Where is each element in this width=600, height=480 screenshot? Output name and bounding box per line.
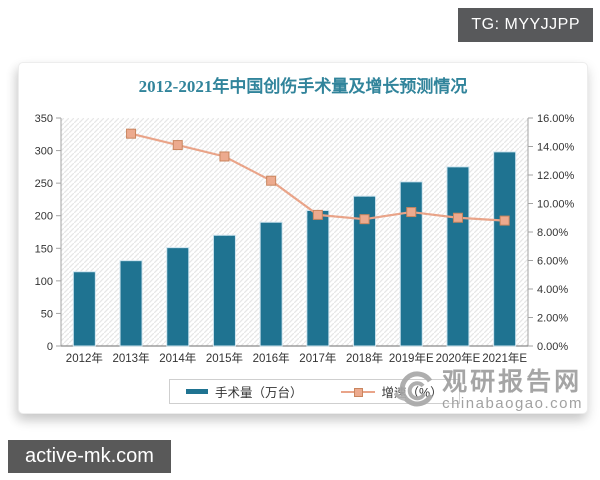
svg-text:2019年E: 2019年E (389, 351, 434, 365)
svg-text:0: 0 (47, 341, 53, 353)
chart-panel: 2012-2021年中国创伤手术量及增长预测情况 0 50 100 150 200 250… (18, 62, 588, 414)
svg-text:100: 100 (35, 276, 53, 288)
legend-label-growth: 增速（%） (381, 386, 443, 400)
svg-text:200: 200 (35, 211, 53, 223)
legend-item-growth: 增速（%） (340, 382, 443, 401)
tg-contact-badge: TG: MYYJJPP (458, 8, 593, 42)
svg-text:2016年: 2016年 (253, 351, 290, 365)
svg-text:350: 350 (35, 113, 53, 125)
svg-text:4.00%: 4.00% (537, 284, 568, 296)
svg-text:14.00%: 14.00% (537, 142, 575, 154)
svg-text:250: 250 (35, 178, 53, 190)
svg-text:300: 300 (35, 146, 53, 158)
svg-text:2021年E: 2021年E (482, 351, 527, 365)
svg-text:50: 50 (41, 308, 53, 320)
svg-text:16.00%: 16.00% (537, 113, 575, 125)
svg-text:150: 150 (35, 243, 53, 255)
svg-text:12.00%: 12.00% (537, 170, 575, 182)
svg-text:10.00%: 10.00% (537, 199, 575, 211)
chart-title: 2012-2021年中国创伤手术量及增长预测情况 (138, 77, 468, 96)
legend-item-volume: 手术量（万台） (186, 382, 303, 401)
svg-text:2020年E: 2020年E (436, 351, 481, 365)
svg-text:2012年: 2012年 (66, 351, 103, 365)
svg-text:2014年: 2014年 (159, 351, 196, 365)
site-watermark-badge: active-mk.com (8, 440, 171, 473)
svg-text:2017年: 2017年 (299, 351, 336, 365)
chart-plot: 0 50 100 150 200 250 300 350 0.00% 2.00% 4.00% 6.00… (35, 113, 575, 365)
svg-text:2015年: 2015年 (206, 351, 243, 365)
svg-text:2.00%: 2.00% (537, 313, 568, 325)
line-series-swatch-icon (340, 387, 375, 397)
svg-text:2013年: 2013年 (113, 351, 150, 365)
svg-text:0.00%: 0.00% (537, 341, 568, 353)
svg-text:8.00%: 8.00% (537, 227, 568, 239)
bar-series-swatch-icon (186, 389, 208, 394)
chart-legend: 手术量（万台） 增速（%） (169, 379, 460, 404)
svg-text:6.00%: 6.00% (537, 256, 568, 268)
svg-text:2018年: 2018年 (346, 351, 383, 365)
legend-label-volume: 手术量（万台） (215, 386, 303, 400)
